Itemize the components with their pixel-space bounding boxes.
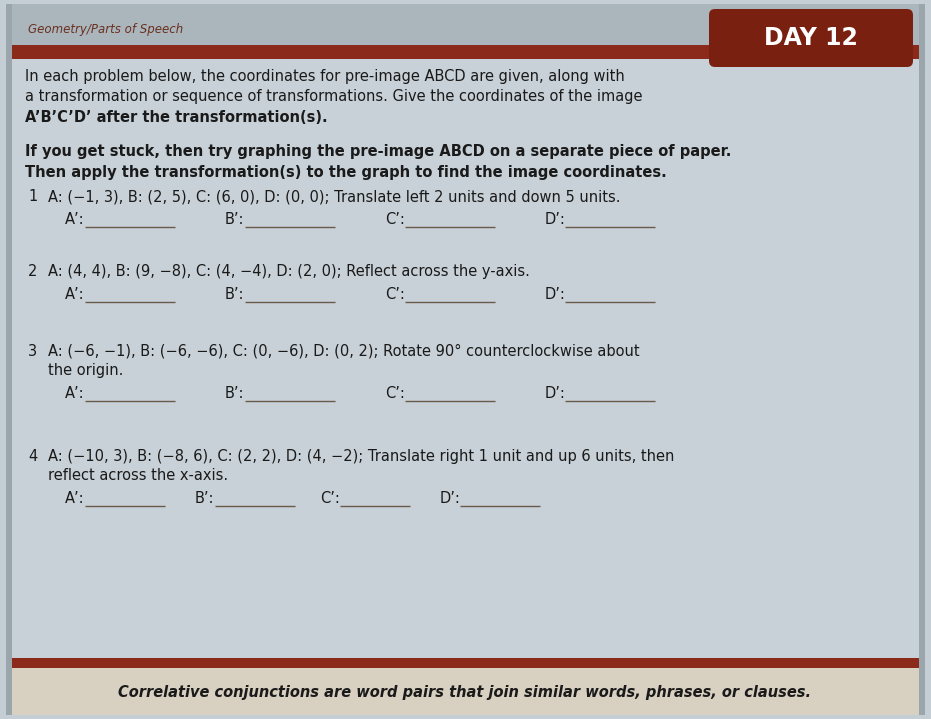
Text: Then apply the transformation(s) to the graph to find the image coordinates.: Then apply the transformation(s) to the … — [25, 165, 667, 180]
Text: D’:: D’: — [545, 212, 566, 227]
Text: A’B’C’D’ after the transformation(s).: A’B’C’D’ after the transformation(s). — [25, 111, 328, 126]
Text: A: (−10, 3), B: (−8, 6), C: (2, 2), D: (4, −2); Translate right 1 unit and up 6 : A: (−10, 3), B: (−8, 6), C: (2, 2), D: (… — [48, 449, 674, 464]
Text: C’:: C’: — [385, 386, 405, 401]
Text: B’:: B’: — [195, 491, 214, 506]
Text: 1: 1 — [28, 189, 37, 204]
Text: C’:: C’: — [385, 287, 405, 302]
Bar — [12, 664, 919, 715]
Text: a transformation or sequence of transformations. Give the coordinates of the ima: a transformation or sequence of transfor… — [25, 89, 642, 104]
Text: reflect across the x-axis.: reflect across the x-axis. — [48, 468, 228, 483]
Text: the origin.: the origin. — [48, 363, 124, 378]
Text: C’:: C’: — [320, 491, 340, 506]
Text: D’:: D’: — [545, 287, 566, 302]
Bar — [12, 45, 919, 59]
Text: D’:: D’: — [545, 386, 566, 401]
Text: A: (−6, −1), B: (−6, −6), C: (0, −6), D: (0, 2); Rotate 90° counterclockwise abo: A: (−6, −1), B: (−6, −6), C: (0, −6), D:… — [48, 344, 640, 359]
Text: DAY 12: DAY 12 — [764, 26, 858, 50]
Text: Geometry/Parts of Speech: Geometry/Parts of Speech — [28, 24, 183, 37]
Bar — [12, 658, 919, 668]
Text: Correlative conjunctions are word pairs that join similar words, phrases, or cla: Correlative conjunctions are word pairs … — [118, 684, 812, 700]
Text: B’:: B’: — [225, 386, 245, 401]
Text: A’:: A’: — [65, 287, 85, 302]
Text: 2: 2 — [28, 264, 37, 279]
Bar — [12, 59, 919, 664]
Text: A’:: A’: — [65, 212, 85, 227]
Text: A: (−1, 3), B: (2, 5), C: (6, 0), D: (0, 0); Translate left 2 units and down 5 u: A: (−1, 3), B: (2, 5), C: (6, 0), D: (0,… — [48, 189, 620, 204]
Text: If you get stuck, then try graphing the pre-image ABCD on a separate piece of pa: If you get stuck, then try graphing the … — [25, 144, 732, 159]
Text: 4: 4 — [28, 449, 37, 464]
Bar — [12, 4, 919, 59]
Text: 3: 3 — [28, 344, 37, 359]
Text: D’:: D’: — [440, 491, 461, 506]
Text: C’:: C’: — [385, 212, 405, 227]
FancyBboxPatch shape — [709, 9, 913, 67]
Text: A’:: A’: — [65, 386, 85, 401]
Text: B’:: B’: — [225, 287, 245, 302]
Text: B’:: B’: — [225, 212, 245, 227]
Text: In each problem below, the coordinates for pre-image ABCD are given, along with: In each problem below, the coordinates f… — [25, 68, 625, 83]
Text: A: (4, 4), B: (9, −8), C: (4, −4), D: (2, 0); Reflect across the y-axis.: A: (4, 4), B: (9, −8), C: (4, −4), D: (2… — [48, 264, 530, 279]
Text: A’:: A’: — [65, 491, 85, 506]
